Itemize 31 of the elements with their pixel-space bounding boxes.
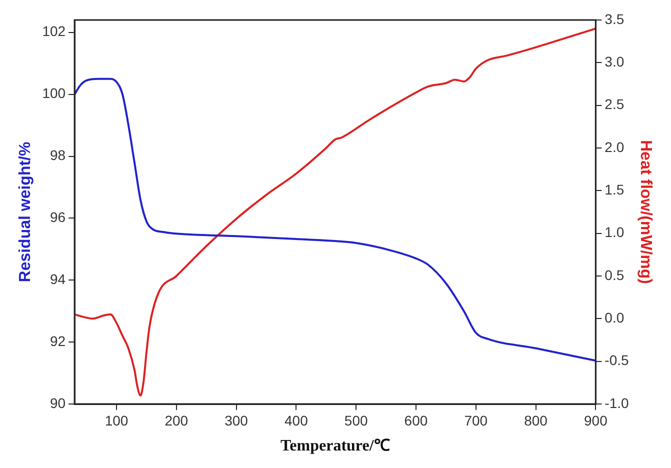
x-tick-label: 200 [164, 412, 188, 428]
y2-tick-label: 3.0 [604, 54, 624, 70]
x-tick-label: 800 [524, 412, 548, 428]
y-tick-label: 98 [50, 147, 66, 164]
y2-tick-label: 1.5 [604, 182, 624, 198]
y-axis-title: Residual weight/% [17, 142, 34, 282]
x-tick-label: 500 [344, 412, 368, 428]
line-series [74, 28, 596, 396]
y2-tick-label: 2.5 [604, 96, 624, 112]
y-tick-label: 96 [50, 209, 66, 226]
y2-tick-label: -1.0 [604, 394, 630, 411]
y-tick-label: 92 [50, 332, 66, 349]
y-tick-label: 100 [42, 85, 66, 102]
y2-tick-label: 0.0 [604, 310, 624, 326]
x-tick-label: 100 [104, 412, 128, 428]
y-tick-label: 94 [50, 270, 66, 287]
x-tick-label: 700 [464, 412, 488, 428]
y-tick-label: 102 [42, 23, 66, 40]
x-tick-label: 600 [404, 412, 428, 428]
y-tick-label: 90 [50, 394, 66, 411]
x-axis-title: Temperature/℃ [280, 438, 390, 455]
y2-tick-label: -0.5 [604, 352, 630, 368]
x-tick-label: 400 [284, 412, 308, 428]
x-tick-label: 300 [224, 412, 248, 428]
y2-tick-label: 3.5 [604, 10, 624, 27]
y2-tick-label: 0.5 [604, 266, 624, 283]
y2-tick-label: 1.0 [604, 224, 624, 240]
line-series [74, 78, 596, 362]
x-tick-label: 900 [584, 412, 608, 428]
y2-tick-label: 2.0 [604, 138, 624, 155]
y2-axis-title: Heat flow/(mW/mg) [636, 140, 654, 284]
